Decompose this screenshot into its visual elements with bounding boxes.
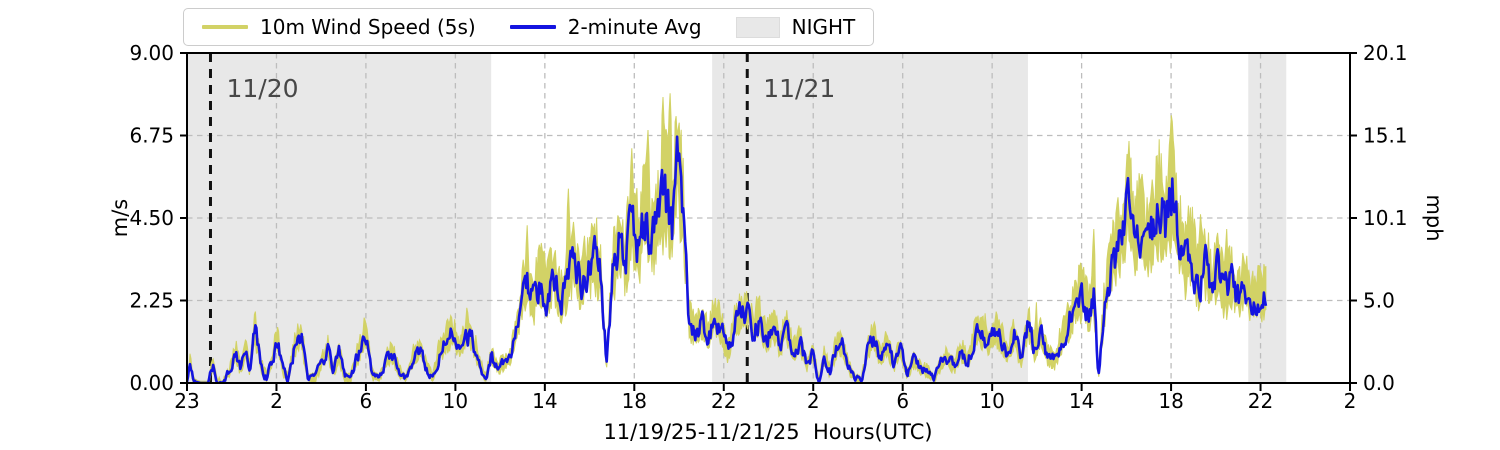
x-tick-label: 10 [443,389,468,413]
y-tick-label-ms: 6.75 [129,124,174,148]
legend-label-night: NIGHT [791,15,856,39]
x-tick-label: 6 [360,389,373,413]
gust-line-swatch [202,25,248,29]
legend-label-avg: 2-minute Avg [567,15,702,39]
x-tick-label: 22 [711,389,736,413]
y-tick-label-mph: 20.1 [1363,41,1408,65]
day-boundary-label: 11/21 [763,74,835,103]
x-tick-label: 14 [532,389,557,413]
x-tick-label: 6 [896,389,909,413]
y-tick-label-mph: 15.1 [1363,124,1408,148]
legend: 10m Wind Speed (5s) 2-minute Avg NIGHT [183,8,875,46]
legend-item-night: NIGHT [735,15,856,39]
x-tick-label: 18 [622,389,647,413]
axes-spine [186,52,1351,384]
day-boundary-label: 11/20 [226,74,298,103]
x-tick-label: 2 [270,389,283,413]
avg-line-swatch [509,25,556,29]
legend-item-gust: 10m Wind Speed (5s) [202,15,476,39]
night-patch-swatch [735,16,780,38]
y-axis-label-right: mph [1422,194,1446,242]
y-tick-label-ms: 0.00 [129,371,174,395]
y-axis-label-left: m/s [108,198,132,238]
legend-item-avg: 2-minute Avg [509,15,702,39]
x-tick-label: 10 [979,389,1004,413]
y-tick-label-ms: 9.00 [129,41,174,65]
x-tick-label: 2 [1344,389,1357,413]
y-tick-label-ms: 4.50 [129,206,174,230]
y-tick-label-ms: 2.25 [129,289,174,313]
x-axis-label: 11/19/25-11/21/25 Hours(UTC) [603,420,933,444]
x-tick-label: 22 [1248,389,1273,413]
x-tick-label: 23 [174,389,199,413]
x-tick-label: 14 [1069,389,1094,413]
x-tick-label: 2 [807,389,820,413]
y-tick-label-mph: 5.0 [1363,289,1395,313]
y-tick-label-mph: 10.1 [1363,206,1408,230]
legend-label-gust: 10m Wind Speed (5s) [260,15,476,39]
y-tick-label-mph: 0.0 [1363,371,1395,395]
avg-series [187,135,1268,383]
x-tick-label: 18 [1158,389,1183,413]
